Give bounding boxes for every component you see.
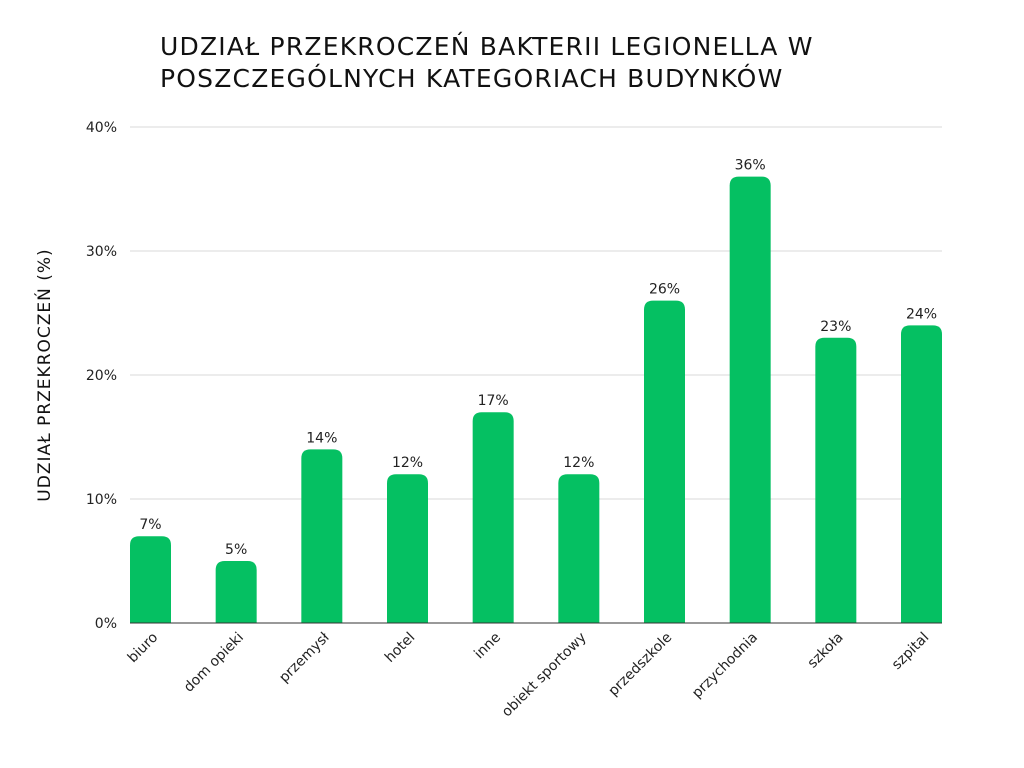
bar <box>301 449 343 623</box>
bar <box>815 337 857 623</box>
category-label: szkoła <box>805 630 847 672</box>
data-label: 36% <box>735 158 766 174</box>
data-label: 14% <box>306 430 337 446</box>
category-label: obiekt sportowy <box>499 630 590 721</box>
chart-title-line-1: UDZIAŁ PRZEKROCZEŃ BAKTERII LEGIONELLA W <box>160 32 814 61</box>
data-label: 24% <box>906 306 937 322</box>
data-label: 12% <box>563 455 594 471</box>
bar <box>130 536 171 623</box>
bar <box>387 474 428 623</box>
category-label: biuro <box>125 630 162 667</box>
category-label: przemysł <box>276 630 332 686</box>
data-label: 23% <box>820 319 851 335</box>
data-labels: 7% 5% 14% 12% 17% 12% 26% 36% 23% 24% <box>139 158 937 558</box>
y-tick-label: 10% <box>86 492 117 508</box>
chart-title: UDZIAŁ PRZEKROCZEŃ BAKTERII LEGIONELLA W… <box>160 32 814 93</box>
y-tick-label: 40% <box>86 120 117 136</box>
bar <box>472 412 514 623</box>
category-label: szpital <box>889 630 932 673</box>
y-axis-label: UDZIAŁ PRZEKROCZEŃ (%) <box>33 248 55 501</box>
category-label: hotel <box>382 630 418 666</box>
category-label: przedszkole <box>605 630 675 700</box>
chart-title-line-2: POSZCZEGÓLNYCH KATEGORIACH BUDYNKÓW <box>160 63 783 93</box>
y-tick-label: 30% <box>86 244 117 260</box>
gridlines <box>130 126 942 500</box>
category-label: dom opieki <box>181 630 247 696</box>
data-label: 26% <box>649 282 680 298</box>
y-tick-label: 20% <box>86 368 117 384</box>
category-label: przychodnia <box>689 630 761 702</box>
y-axis-ticks: 0% 10% 20% 30% 40% <box>86 120 117 632</box>
bar <box>215 561 257 623</box>
bars <box>130 176 942 623</box>
category-label: inne <box>471 630 504 663</box>
bar <box>558 474 600 623</box>
bar <box>644 300 685 623</box>
y-tick-label: 0% <box>95 616 117 632</box>
data-label: 12% <box>392 455 423 471</box>
bar <box>901 325 942 623</box>
data-label: 17% <box>478 393 509 409</box>
data-label: 7% <box>139 517 161 533</box>
bar <box>729 176 771 623</box>
data-label: 5% <box>225 542 247 558</box>
